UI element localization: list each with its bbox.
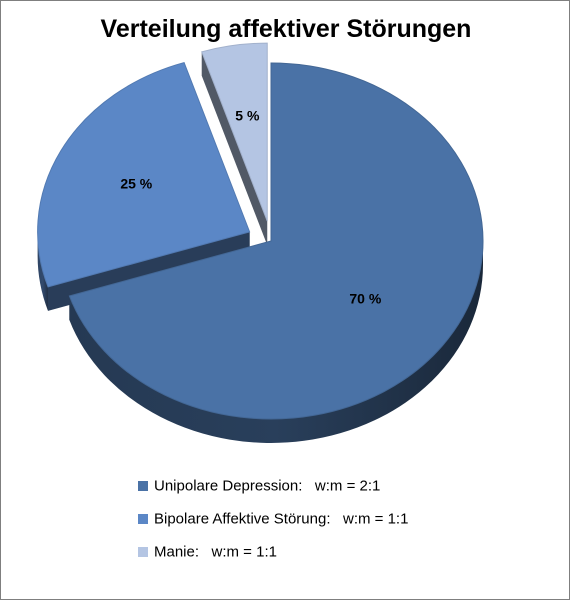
pie-slice-1 xyxy=(68,62,484,420)
pie-slice-2 xyxy=(37,61,251,288)
slice-side-face xyxy=(201,51,268,246)
legend-label: Manie: w:m = 1:1 xyxy=(154,543,277,561)
pie-slice-3 xyxy=(201,42,268,222)
pie-top-layer: 70 % 25 % 5 % xyxy=(37,42,484,420)
legend-item: Unipolare Depression: w:m = 2:1 xyxy=(138,477,408,497)
legend-item: Bipolare Affektive Störung: w:m = 1:1 xyxy=(138,510,408,530)
legend: Unipolare Depression: w:m = 2:1 Bipolare … xyxy=(138,477,408,576)
legend-swatch xyxy=(138,514,148,525)
slice-value-label: 25 % xyxy=(120,175,152,191)
legend-label: Bipolare Affektive Störung: w:m = 1:1 xyxy=(154,510,409,528)
slice-value-label: 5 % xyxy=(235,108,260,124)
legend-swatch xyxy=(138,481,148,492)
legend-swatch xyxy=(138,547,148,558)
chart-title: Verteilung affektiver Störungen xyxy=(100,15,472,43)
legend-label: Unipolare Depression: w:m = 2:1 xyxy=(154,477,381,495)
legend-item: Manie: w:m = 1:1 xyxy=(138,543,408,563)
slice-value-label: 70 % xyxy=(349,291,381,307)
